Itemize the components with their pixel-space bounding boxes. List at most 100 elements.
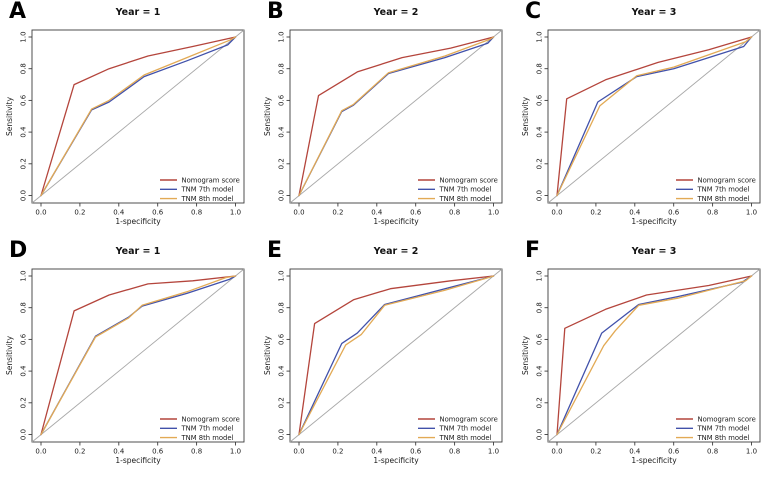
y-tick-label: 0.8 bbox=[20, 302, 28, 313]
reference-diagonal bbox=[31, 29, 245, 204]
x-tick-label: 0.6 bbox=[410, 448, 422, 456]
plot-frame bbox=[547, 29, 761, 204]
roc-panel-f: F Year = 3 0.0 0.0 0.2 0.2 0.4 0.4 0.6 0.6 0.8 0.… bbox=[516, 239, 774, 478]
y-tick-label: 0.0 bbox=[278, 429, 286, 440]
x-tick-label: 1.0 bbox=[488, 209, 499, 217]
series-line-tnm-8th-model bbox=[298, 36, 495, 197]
x-tick-label: 0.4 bbox=[371, 209, 383, 217]
roc-chart: 0.0 0.0 0.2 0.2 0.4 0.4 0.6 0.6 0.8 0.8 1.0 1.0 1-sp… bbox=[5, 29, 245, 226]
legend-label: Nomogram score bbox=[440, 415, 498, 423]
x-tick-label: 1.0 bbox=[746, 209, 757, 217]
x-tick-label: 0.6 bbox=[152, 209, 164, 217]
x-tick-label: 0.2 bbox=[74, 448, 85, 456]
plot-frame bbox=[289, 268, 503, 443]
panel-letter: F bbox=[525, 238, 541, 263]
legend-label: Nomogram score bbox=[698, 176, 756, 184]
series-line-nomogram-score bbox=[40, 275, 237, 436]
x-tick-label: 0.6 bbox=[410, 209, 422, 217]
plot-frame bbox=[31, 29, 245, 204]
y-tick-label: 0.6 bbox=[20, 94, 28, 106]
panel-letter: A bbox=[9, 0, 27, 24]
legend-label: TNM 7th model bbox=[439, 186, 492, 194]
legend-label: Nomogram score bbox=[698, 415, 756, 423]
x-tick-label: 0.0 bbox=[551, 448, 562, 456]
y-tick-label: 0.0 bbox=[20, 190, 28, 201]
y-tick-label: 0.2 bbox=[278, 397, 286, 408]
panel-title: Year = 3 bbox=[631, 246, 677, 257]
legend-label: TNM 8th model bbox=[697, 434, 750, 442]
y-tick-label: 0.2 bbox=[536, 158, 544, 169]
reference-diagonal bbox=[31, 268, 245, 443]
roc-plot: 0.0 0.0 0.2 0.2 0.4 0.4 0.6 0.6 0.8 0.8 1.0 1.0 1-sp… bbox=[0, 0, 258, 239]
y-tick-label: 0.6 bbox=[536, 94, 544, 106]
roc-chart: 0.0 0.0 0.2 0.2 0.4 0.4 0.6 0.6 0.8 0.8 1.0 1.0 1-sp… bbox=[521, 29, 761, 226]
panel-letter: E bbox=[267, 238, 283, 263]
x-tick-label: 0.8 bbox=[191, 448, 202, 456]
series-line-nomogram-score bbox=[556, 36, 753, 197]
x-tick-label: 0.2 bbox=[332, 448, 343, 456]
plot-frame bbox=[547, 268, 761, 443]
x-axis-title: 1-specificity bbox=[631, 456, 677, 465]
plot-frame bbox=[31, 268, 245, 443]
series-line-tnm-7th-model bbox=[556, 36, 753, 197]
y-tick-label: 1.0 bbox=[536, 31, 544, 42]
roc-chart: 0.0 0.0 0.2 0.2 0.4 0.4 0.6 0.6 0.8 0.8 1.0 1.0 1-sp… bbox=[263, 29, 503, 226]
legend-label: TNM 8th model bbox=[439, 195, 492, 203]
plot-frame bbox=[289, 29, 503, 204]
x-tick-label: 0.8 bbox=[707, 448, 718, 456]
legend-label: TNM 7th model bbox=[697, 425, 750, 433]
panel-letter: D bbox=[9, 238, 28, 263]
series-line-nomogram-score bbox=[40, 36, 237, 197]
reference-diagonal bbox=[547, 268, 761, 443]
x-tick-label: 0.6 bbox=[152, 448, 164, 456]
x-tick-label: 0.2 bbox=[332, 209, 343, 217]
x-tick-label: 0.0 bbox=[551, 209, 562, 217]
y-tick-label: 0.8 bbox=[278, 63, 286, 74]
x-tick-label: 0.4 bbox=[629, 209, 641, 217]
y-tick-label: 0.2 bbox=[20, 158, 28, 169]
series-line-tnm-8th-model bbox=[556, 275, 753, 436]
x-axis-title: 1-specificity bbox=[115, 217, 161, 226]
y-tick-label: 0.4 bbox=[20, 365, 28, 377]
legend-label: TNM 7th model bbox=[181, 425, 234, 433]
x-tick-label: 1.0 bbox=[746, 448, 757, 456]
roc-plot: 0.0 0.0 0.2 0.2 0.4 0.4 0.6 0.6 0.8 0.8 1.0 1.0 1-sp… bbox=[0, 239, 258, 478]
x-tick-label: 1.0 bbox=[488, 448, 499, 456]
legend-label: TNM 8th model bbox=[181, 195, 234, 203]
series-line-tnm-8th-model bbox=[40, 275, 237, 436]
y-tick-label: 0.8 bbox=[20, 63, 28, 74]
series-line-tnm-8th-model bbox=[40, 36, 237, 197]
x-tick-label: 1.0 bbox=[230, 448, 241, 456]
panel-letter: B bbox=[267, 0, 284, 24]
x-tick-label: 0.6 bbox=[668, 209, 680, 217]
y-axis-title: Sensitivity bbox=[521, 96, 530, 136]
y-tick-label: 0.2 bbox=[278, 158, 286, 169]
y-tick-label: 0.6 bbox=[278, 333, 286, 345]
legend-label: TNM 7th model bbox=[181, 186, 234, 194]
series-line-tnm-8th-model bbox=[298, 275, 495, 436]
y-tick-label: 0.6 bbox=[278, 94, 286, 106]
x-tick-label: 0.4 bbox=[371, 448, 383, 456]
x-tick-label: 0.0 bbox=[293, 448, 304, 456]
series-line-nomogram-score bbox=[298, 36, 495, 197]
y-tick-label: 0.8 bbox=[536, 302, 544, 313]
series-line-tnm-8th-model bbox=[556, 36, 753, 197]
legend-label: Nomogram score bbox=[182, 176, 240, 184]
y-tick-label: 0.4 bbox=[536, 365, 544, 377]
roc-plot: 0.0 0.0 0.2 0.2 0.4 0.4 0.6 0.6 0.8 0.8 1.0 1.0 1-sp… bbox=[258, 0, 516, 239]
x-tick-label: 0.4 bbox=[113, 448, 125, 456]
roc-chart: 0.0 0.0 0.2 0.2 0.4 0.4 0.6 0.6 0.8 0.8 1.0 1.0 1-sp… bbox=[521, 268, 761, 465]
y-tick-label: 1.0 bbox=[278, 270, 286, 281]
roc-panel-b: B Year = 2 0.0 0.0 0.2 0.2 0.4 0.4 0.6 0.6 0.8 0.… bbox=[258, 0, 516, 239]
y-tick-label: 0.8 bbox=[536, 63, 544, 74]
roc-panel-d: D Year = 1 0.0 0.0 0.2 0.2 0.4 0.4 0.6 0.6 0.8 0.… bbox=[0, 239, 258, 478]
x-axis-title: 1-specificity bbox=[115, 456, 161, 465]
x-tick-label: 0.4 bbox=[113, 209, 125, 217]
x-tick-label: 1.0 bbox=[230, 209, 241, 217]
reference-diagonal bbox=[289, 268, 503, 443]
legend-label: TNM 8th model bbox=[697, 195, 750, 203]
x-tick-label: 0.6 bbox=[668, 448, 680, 456]
panel-title: Year = 1 bbox=[115, 7, 161, 18]
panel-title: Year = 1 bbox=[115, 246, 161, 257]
